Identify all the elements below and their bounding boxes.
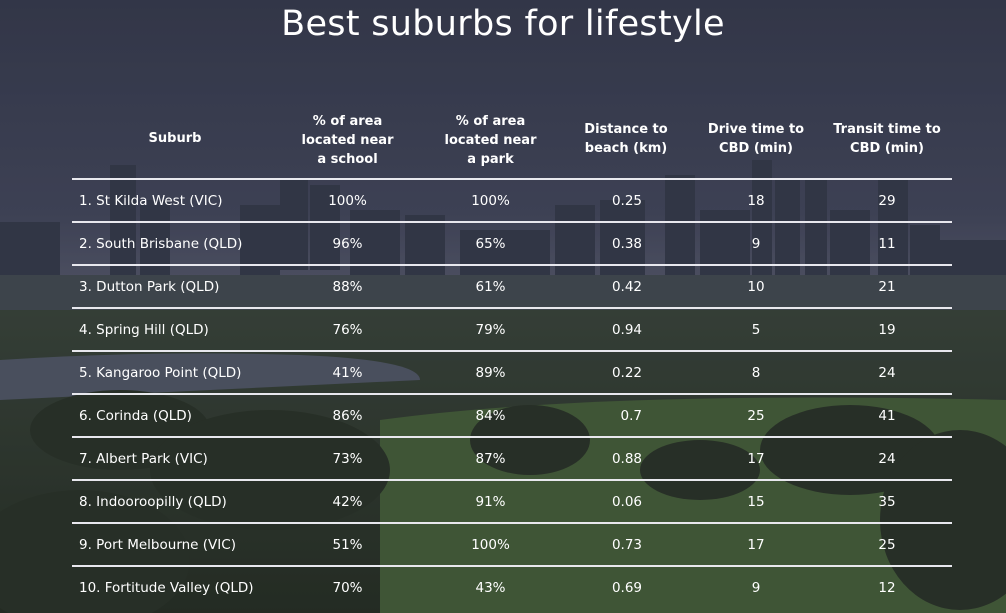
cell-suburb: 2. South Brisbane (QLD)	[79, 236, 243, 252]
cell-park: 100%	[471, 537, 510, 553]
page-title: Best suburbs for lifestyle	[281, 4, 725, 44]
cell-transit: 11	[878, 236, 896, 252]
header-drive: Drive time to CBD (min)	[707, 122, 805, 156]
cell-beach: 0.38	[611, 236, 642, 252]
cell-park: 61%	[475, 279, 506, 295]
cell-drive: 8	[751, 365, 761, 381]
cell-suburb: 4. Spring Hill (QLD)	[79, 322, 209, 338]
cell-drive: 25	[747, 408, 765, 424]
cell-drive: 5	[751, 322, 761, 338]
cell-beach: 0.22	[611, 365, 642, 381]
cell-transit: 25	[878, 537, 896, 553]
cell-drive: 17	[747, 537, 765, 553]
cell-suburb: 7. Albert Park (VIC)	[79, 451, 208, 467]
cell-park: 79%	[475, 322, 506, 338]
cell-park: 43%	[475, 580, 506, 596]
cell-school: 51%	[332, 537, 363, 553]
cell-drive: 10	[747, 279, 765, 295]
cell-beach: 0.94	[611, 322, 642, 338]
header-divider	[72, 178, 952, 180]
cell-school: 41%	[332, 365, 363, 381]
cell-park: 91%	[475, 494, 506, 510]
cell-suburb: 5. Kangaroo Point (QLD)	[79, 365, 242, 381]
cell-school: 42%	[332, 494, 363, 510]
cell-beach: 0.42	[611, 279, 642, 295]
cell-transit: 12	[878, 580, 896, 596]
cell-suburb: 9. Port Melbourne (VIC)	[79, 537, 236, 553]
cell-beach: 0.69	[611, 580, 642, 596]
cell-transit: 19	[878, 322, 896, 338]
row-divider	[72, 350, 952, 352]
cell-drive: 18	[747, 193, 765, 209]
cell-park: 87%	[475, 451, 506, 467]
cell-school: 88%	[332, 279, 363, 295]
cell-beach: 0.7	[620, 408, 642, 424]
cell-school: 96%	[332, 236, 363, 252]
cell-suburb: 8. Indooroopilly (QLD)	[79, 494, 227, 510]
cell-drive: 15	[747, 494, 765, 510]
row-divider	[72, 522, 952, 524]
row-divider	[72, 436, 952, 438]
cell-transit: 24	[878, 365, 896, 381]
header-transit: Transit time to CBD (min)	[833, 122, 941, 156]
cell-transit: 41	[878, 408, 896, 424]
row-divider	[72, 264, 952, 266]
cell-suburb: 3. Dutton Park (QLD)	[79, 279, 220, 295]
cell-beach: 0.73	[611, 537, 642, 553]
header-park: % of area located near a park	[444, 114, 537, 167]
cell-suburb: 6. Corinda (QLD)	[79, 408, 192, 424]
cell-beach: 0.88	[611, 451, 642, 467]
row-divider	[72, 307, 952, 309]
cell-school: 73%	[332, 451, 363, 467]
cell-school: 100%	[328, 193, 367, 209]
cell-transit: 29	[878, 193, 896, 209]
header-suburb: Suburb	[148, 131, 202, 146]
cell-park: 65%	[475, 236, 506, 252]
cell-beach: 0.06	[611, 494, 642, 510]
row-divider	[72, 565, 952, 567]
cell-drive: 9	[751, 236, 761, 252]
header-school: % of area located near a school	[301, 114, 394, 167]
cell-park: 100%	[471, 193, 510, 209]
row-divider	[72, 221, 952, 223]
cell-drive: 17	[747, 451, 765, 467]
cell-park: 84%	[475, 408, 506, 424]
cell-transit: 21	[878, 279, 896, 295]
row-divider	[72, 479, 952, 481]
cell-transit: 35	[878, 494, 896, 510]
cell-school: 86%	[332, 408, 363, 424]
cell-suburb: 10. Fortitude Valley (QLD)	[79, 580, 254, 596]
header-beach: Distance to beach (km)	[584, 122, 668, 156]
cell-school: 76%	[332, 322, 363, 338]
cell-school: 70%	[332, 580, 363, 596]
cell-park: 89%	[475, 365, 506, 381]
cell-beach: 0.25	[611, 193, 642, 209]
cell-suburb: 1. St Kilda West (VIC)	[79, 193, 223, 209]
cell-transit: 24	[878, 451, 896, 467]
row-divider	[72, 393, 952, 395]
cell-drive: 9	[751, 580, 761, 596]
